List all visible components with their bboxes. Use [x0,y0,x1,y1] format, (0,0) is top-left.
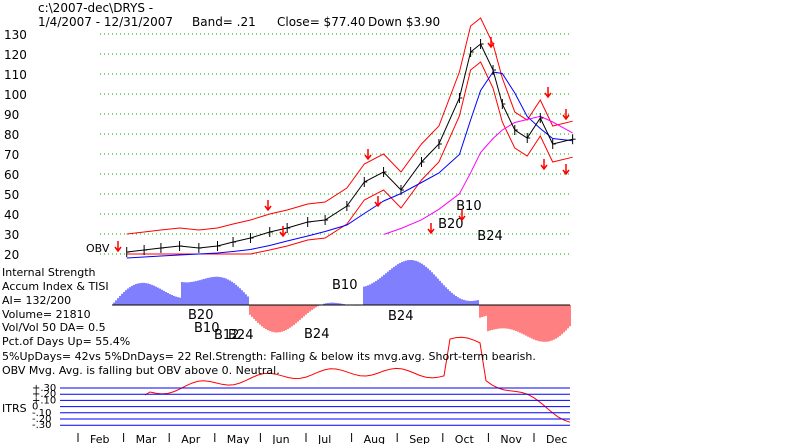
accum-signal-label: B12 [214,328,239,343]
signal-arrow [114,241,122,253]
signal-arrow [540,159,548,171]
itrs-tick-label: +.10 [32,395,56,406]
accum-signal-label: B24 [304,327,329,342]
band-value: Band= .21 [192,15,256,29]
signal-arrow [544,87,552,99]
itrs-label: ITRS [2,402,27,415]
itrs-tick-label: 0 [32,402,38,413]
change-value: Down $3.90 [368,15,440,29]
month-label: Apr [181,433,201,444]
accum-signal-label: B10 [332,278,357,293]
signal-arrow [364,149,372,161]
y-tick-label: 50 [4,188,19,202]
file-path: c:\2007-dec\DRYS - [38,1,153,15]
signal-arrow [458,210,466,222]
month-label: Dec [546,433,567,444]
month-label: Mar [136,433,157,444]
accum-signal-label: B24 [228,328,253,343]
month-label: Feb [90,433,109,444]
up-down-days-summary: 5%UpDays= 42vs 5%DnDays= 22 Rel.Strength… [2,350,536,363]
ai-value: AI= 132/200 [2,294,71,307]
price-panel: B20 B10 B24 [114,17,576,259]
itrs-panel: +.30+.20+.100-.10-.20-.30 [32,383,570,431]
month-label: Oct [455,433,475,444]
y-tick-label: 80 [4,128,19,142]
signal-arrow [562,109,570,121]
accum-signal-label: B10 [194,321,219,336]
volume-value: Volume= 21810 [2,308,91,321]
y-tick-label: 110 [4,68,27,82]
y-tick-label: 40 [4,208,19,222]
itrs-tick-label: -.10 [32,408,52,419]
vol-ratio-value: Vol/Vol 50 DA= 0.5 [2,321,106,334]
month-label: Sep [409,433,430,444]
accum-signal-label: B20 [188,308,213,323]
month-label: Jul [317,433,331,444]
itrs-tick-label: -.30 [32,420,52,431]
signal-arrow [562,164,570,176]
long-moving-average-line [383,115,573,235]
internal-strength-label: Internal Strength [2,266,96,279]
month-label: May [227,433,250,444]
accum-signal-label: B24 [388,309,413,324]
signal-label: B24 [477,229,502,244]
signal-arrow [264,200,272,212]
date-range: 1/4/2007 - 12/31/2007 [38,15,173,29]
y-tick-label: 90 [4,108,19,122]
y-tick-label: 30 [4,228,19,242]
y-tick-label: 100 [4,88,27,102]
signal-arrow [427,223,435,235]
y-tick-label: 130 [4,28,27,42]
signal-arrow [374,196,382,208]
signal-arrow [487,37,495,49]
month-label: Aug [364,433,385,444]
itrs-tick-label: +.30 [32,383,56,394]
accum-index-label: Accum Index & TISI [2,280,109,293]
month-label: Jun [271,433,289,444]
y-tick-label: 70 [4,148,19,162]
pct-days-up: Pct.of Days Up= 55.4% [2,335,130,348]
lower-band-line [126,61,573,255]
signal-label: B10 [456,199,481,214]
y-axis-ticks: 130 120 110 100 90 80 70 60 50 40 30 20 [4,28,27,262]
y-tick-label: 60 [4,168,19,182]
close-value: Close= $77.40 [277,15,366,29]
price-grid [100,33,572,255]
y-tick-label: 120 [4,48,27,62]
upper-band-line [126,17,573,235]
y-tick-label: 20 [4,248,19,262]
price-line [126,43,573,253]
x-axis-months: Feb Mar Apr May Jun Jul Aug Sep Oct Nov Dec [77,433,567,444]
signal-arrow [279,226,287,238]
month-label: Nov [500,433,522,444]
short-moving-average-line [126,71,573,259]
itrs-tick-label: -.20 [32,414,52,425]
obv-summary: OBV Mvg. Avg. is falling but OBV above 0… [2,364,280,377]
obv-label: OBV [86,242,110,255]
signal-label: B20 [438,217,463,232]
itrs-tick-label: +.20 [32,389,56,400]
